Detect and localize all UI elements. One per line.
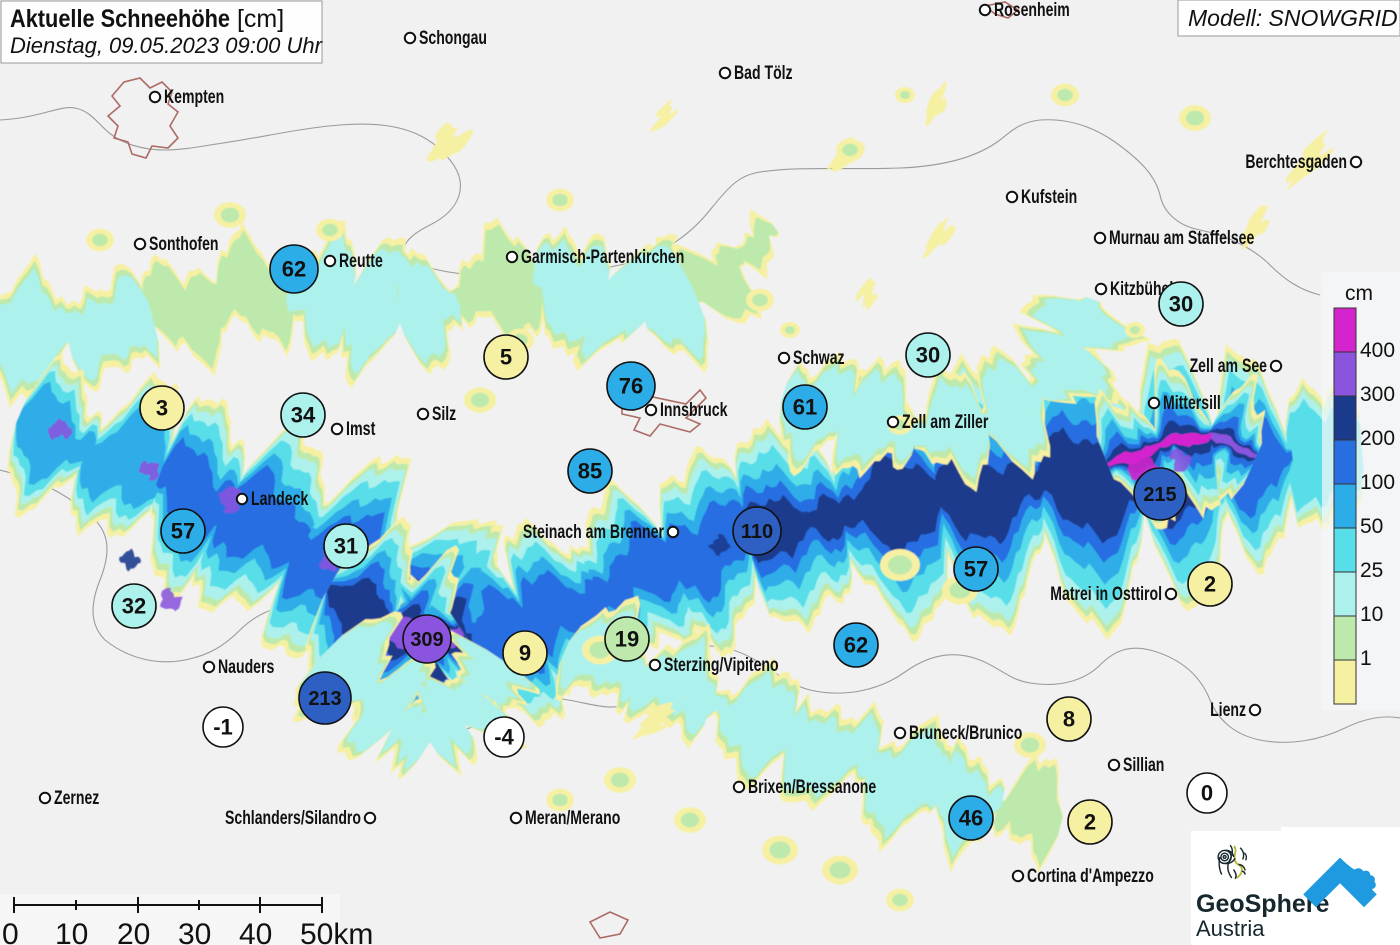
svg-text:Matrei in Osttirol: Matrei in Osttirol xyxy=(1050,584,1162,605)
svg-text:31: 31 xyxy=(334,534,358,559)
svg-text:0: 0 xyxy=(2,918,19,945)
svg-text:200: 200 xyxy=(1360,427,1395,450)
svg-text:Mittersill: Mittersill xyxy=(1163,393,1221,414)
svg-text:50km: 50km xyxy=(300,918,373,945)
svg-text:Sterzing/Vipiteno: Sterzing/Vipiteno xyxy=(664,655,779,676)
svg-text:100: 100 xyxy=(1360,471,1395,494)
svg-text:32: 32 xyxy=(122,594,146,619)
svg-text:Sillian: Sillian xyxy=(1123,755,1164,776)
svg-text:50: 50 xyxy=(1360,515,1383,538)
svg-text:Austria: Austria xyxy=(1196,916,1265,941)
svg-text:85: 85 xyxy=(578,459,602,484)
svg-text:10: 10 xyxy=(55,918,88,945)
svg-text:62: 62 xyxy=(282,257,306,282)
svg-text:Zell am See: Zell am See xyxy=(1190,356,1267,377)
svg-text:Sonthofen: Sonthofen xyxy=(149,234,219,255)
svg-text:34: 34 xyxy=(291,403,316,428)
svg-text:Schwaz: Schwaz xyxy=(793,348,845,369)
svg-text:Cortina d'Ampezzo: Cortina d'Ampezzo xyxy=(1027,866,1154,887)
svg-text:30: 30 xyxy=(1169,292,1193,317)
svg-text:62: 62 xyxy=(844,633,868,658)
svg-text:cm: cm xyxy=(1345,282,1373,305)
svg-text:Dienstag, 09.05.2023 09:00 Uhr: Dienstag, 09.05.2023 09:00 Uhr xyxy=(10,33,324,58)
svg-text:Meran/Merano: Meran/Merano xyxy=(525,808,620,829)
svg-text:110: 110 xyxy=(741,521,773,543)
svg-text:Brixen/Bressanone: Brixen/Bressanone xyxy=(748,777,876,798)
svg-text:57: 57 xyxy=(964,557,988,582)
svg-text:Nauders: Nauders xyxy=(218,657,274,678)
svg-text:8: 8 xyxy=(1063,707,1075,732)
svg-text:76: 76 xyxy=(619,374,643,399)
svg-text:Schongau: Schongau xyxy=(419,28,487,49)
svg-text:213: 213 xyxy=(308,688,341,710)
svg-text:215: 215 xyxy=(1143,484,1176,506)
svg-text:Lienz: Lienz xyxy=(1210,700,1246,721)
svg-text:57: 57 xyxy=(171,519,195,544)
svg-text:Innsbruck: Innsbruck xyxy=(660,400,728,421)
svg-text:Kempten: Kempten xyxy=(164,87,224,108)
svg-text:Modell: SNOWGRID: Modell: SNOWGRID xyxy=(1188,5,1398,31)
svg-text:Silz: Silz xyxy=(432,404,456,425)
svg-text:30: 30 xyxy=(178,918,211,945)
svg-text:Kufstein: Kufstein xyxy=(1021,187,1077,208)
svg-text:1: 1 xyxy=(1360,647,1372,670)
svg-text:61: 61 xyxy=(793,395,817,420)
svg-text:Murnau am Staffelsee: Murnau am Staffelsee xyxy=(1109,228,1254,249)
svg-text:-4: -4 xyxy=(494,725,514,750)
svg-text:0: 0 xyxy=(1201,781,1213,806)
svg-text:3: 3 xyxy=(156,396,168,421)
svg-text:Garmisch-Partenkirchen: Garmisch-Partenkirchen xyxy=(521,247,684,268)
svg-text:5: 5 xyxy=(500,345,512,370)
svg-text:-1: -1 xyxy=(213,715,233,740)
svg-text:Reutte: Reutte xyxy=(339,251,383,272)
svg-text:9: 9 xyxy=(519,641,531,666)
svg-text:2: 2 xyxy=(1084,810,1096,835)
svg-text:Landeck: Landeck xyxy=(251,489,309,510)
svg-text:Berchtesgaden: Berchtesgaden xyxy=(1245,152,1347,173)
svg-text:Zernez: Zernez xyxy=(54,788,99,809)
svg-text:2: 2 xyxy=(1204,572,1216,597)
svg-text:20: 20 xyxy=(117,918,150,945)
svg-text:Bruneck/Brunico: Bruneck/Brunico xyxy=(909,723,1022,744)
svg-text:40: 40 xyxy=(239,918,272,945)
svg-text:Schlanders/Silandro: Schlanders/Silandro xyxy=(225,808,361,829)
svg-text:Rosenheim: Rosenheim xyxy=(994,0,1070,21)
svg-text:10: 10 xyxy=(1360,603,1383,626)
svg-text:309: 309 xyxy=(410,629,443,651)
svg-text:300: 300 xyxy=(1360,383,1395,406)
svg-text:46: 46 xyxy=(959,806,983,831)
svg-text:Aktuelle Schneehöhe [cm]: Aktuelle Schneehöhe [cm] xyxy=(10,5,284,33)
svg-text:Bad Tölz: Bad Tölz xyxy=(734,63,793,84)
svg-text:400: 400 xyxy=(1360,339,1395,362)
svg-text:Zell am Ziller: Zell am Ziller xyxy=(902,412,989,433)
svg-text:25: 25 xyxy=(1360,559,1383,582)
svg-text:Imst: Imst xyxy=(346,419,376,440)
svg-text:30: 30 xyxy=(916,343,940,368)
svg-text:Steinach am Brenner: Steinach am Brenner xyxy=(523,522,665,543)
svg-text:19: 19 xyxy=(615,627,639,652)
